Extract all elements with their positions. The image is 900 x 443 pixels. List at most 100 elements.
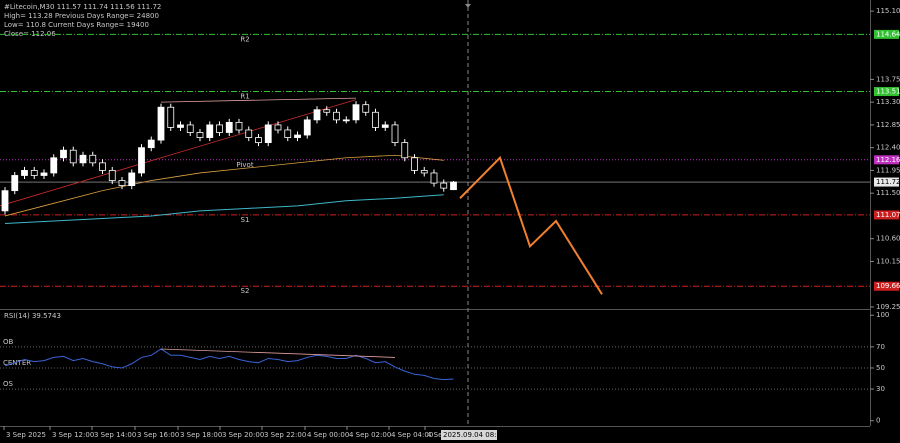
rsi-title: RSI(14) 39.5743 (4, 312, 61, 320)
projection (459, 155, 603, 295)
rsi-level-name: OB (3, 338, 14, 346)
level-name: Pivot (236, 161, 253, 169)
level-tag (874, 29, 899, 39)
candle-body (235, 121, 243, 131)
level-value: 113.51 (876, 88, 900, 96)
moving-average (4, 154, 444, 217)
candle-body (21, 170, 28, 176)
level-value: 109.66 (876, 282, 900, 290)
x-tick-label: 3 Sep 12:00 (52, 431, 94, 439)
x-tick-label: 4 Sep (427, 431, 447, 439)
candle-body (401, 142, 409, 159)
candle-body (323, 109, 331, 113)
candle-body (128, 172, 136, 187)
candle-body (274, 124, 282, 131)
y-tick-label: 109.25 (876, 303, 900, 311)
y-tick-label: 50 (876, 364, 885, 372)
y-tick-label: 115.10 (876, 7, 900, 15)
candle-body (11, 175, 19, 192)
candle-body (50, 157, 58, 174)
candle-body (225, 121, 233, 133)
candle-body (372, 111, 379, 128)
candle-body (157, 106, 165, 141)
candle-body (89, 154, 97, 164)
y-tick-label: 0 (876, 417, 880, 425)
info-line: High= 113.28 Previous Days Range= 24800 (4, 12, 159, 20)
current-price-label: 111.72 (876, 178, 900, 186)
candle-body (342, 119, 350, 122)
candle-body (255, 137, 262, 144)
cursor-time-tag (441, 430, 497, 440)
candle-body (420, 170, 428, 174)
cursor-time: 2025.09.04 08:00 (443, 431, 505, 439)
cursor-marker (465, 4, 471, 8)
x-tick-label: 4 Sep 02:00 (349, 431, 391, 439)
candle-body (313, 109, 321, 121)
ohlc: 111.74 (83, 3, 108, 11)
candle-body (108, 170, 116, 181)
ohlc: 111.72 (137, 3, 162, 11)
candle-body (294, 134, 301, 138)
candle-body (264, 124, 272, 144)
symbol: #Litecoin,M30 (4, 3, 54, 11)
candle-body (167, 106, 175, 128)
candle-body (430, 172, 438, 184)
candle-body (30, 170, 38, 176)
rsi-level-name: CENTER (3, 359, 31, 367)
candle-body (40, 172, 48, 176)
x-tick-label: 3 Sep 16:00 (137, 431, 179, 439)
y-tick-label: 110.15 (876, 257, 900, 265)
candle-body (186, 124, 194, 133)
ohlc: 111.56 (110, 3, 135, 11)
level-tag (874, 87, 899, 97)
y-tick-label: 113.75 (876, 75, 900, 83)
y-tick-label: 111.50 (876, 189, 900, 197)
candle-body (440, 182, 448, 189)
ohlc: 111.57 (57, 3, 82, 11)
candle-body (411, 157, 418, 171)
y-tick-label: 110.60 (876, 235, 900, 243)
level-name: S1 (241, 216, 250, 224)
candle-body (450, 181, 457, 191)
candle-body (303, 119, 311, 136)
x-tick-label: 4 Sep 04:00 (391, 431, 433, 439)
candle-body (216, 124, 223, 133)
y-tick-label: 70 (876, 343, 885, 351)
y-tick-label: 30 (876, 385, 885, 393)
x-tick-label: 3 Sep 2025 (6, 431, 46, 439)
rsi-level-name: OS (3, 380, 14, 388)
candle-body (99, 162, 106, 171)
level-tag (874, 281, 899, 291)
level-name: R2 (240, 35, 249, 43)
candle-body (196, 132, 204, 138)
x-tick-label: 3 Sep 18:00 (180, 431, 222, 439)
resistance-line (160, 97, 357, 103)
y-tick-label: 113.30 (876, 98, 900, 106)
level-tag (874, 210, 899, 220)
info-line: Low= 110.8 Current Days Range= 19400 (4, 21, 149, 29)
level-name: R1 (240, 93, 249, 101)
rsi-line (4, 348, 454, 381)
candle-body (177, 124, 184, 128)
candle-body (245, 129, 253, 138)
candle-body (352, 104, 360, 121)
trendline (0, 99, 357, 207)
y-tick-label: 112.85 (876, 121, 900, 129)
level-name: S2 (241, 287, 250, 295)
candle-body (284, 129, 292, 138)
level-value: 111.07 (876, 211, 900, 219)
y-tick-label: 112.40 (876, 144, 900, 152)
candle-body (206, 124, 214, 138)
rsi-divergence (160, 348, 396, 358)
chart-title: #Litecoin,M30 111.57 111.74 111.56 111.7… (4, 3, 161, 11)
current-price-tag (874, 177, 899, 187)
candle-body (60, 149, 67, 159)
x-tick-label: 3 Sep 14:00 (94, 431, 136, 439)
x-tick-label: 3 Sep 22:00 (264, 431, 306, 439)
candle-body (147, 139, 155, 149)
level-tag (874, 155, 899, 165)
candle-body (138, 147, 145, 174)
candle-body (69, 149, 77, 164)
